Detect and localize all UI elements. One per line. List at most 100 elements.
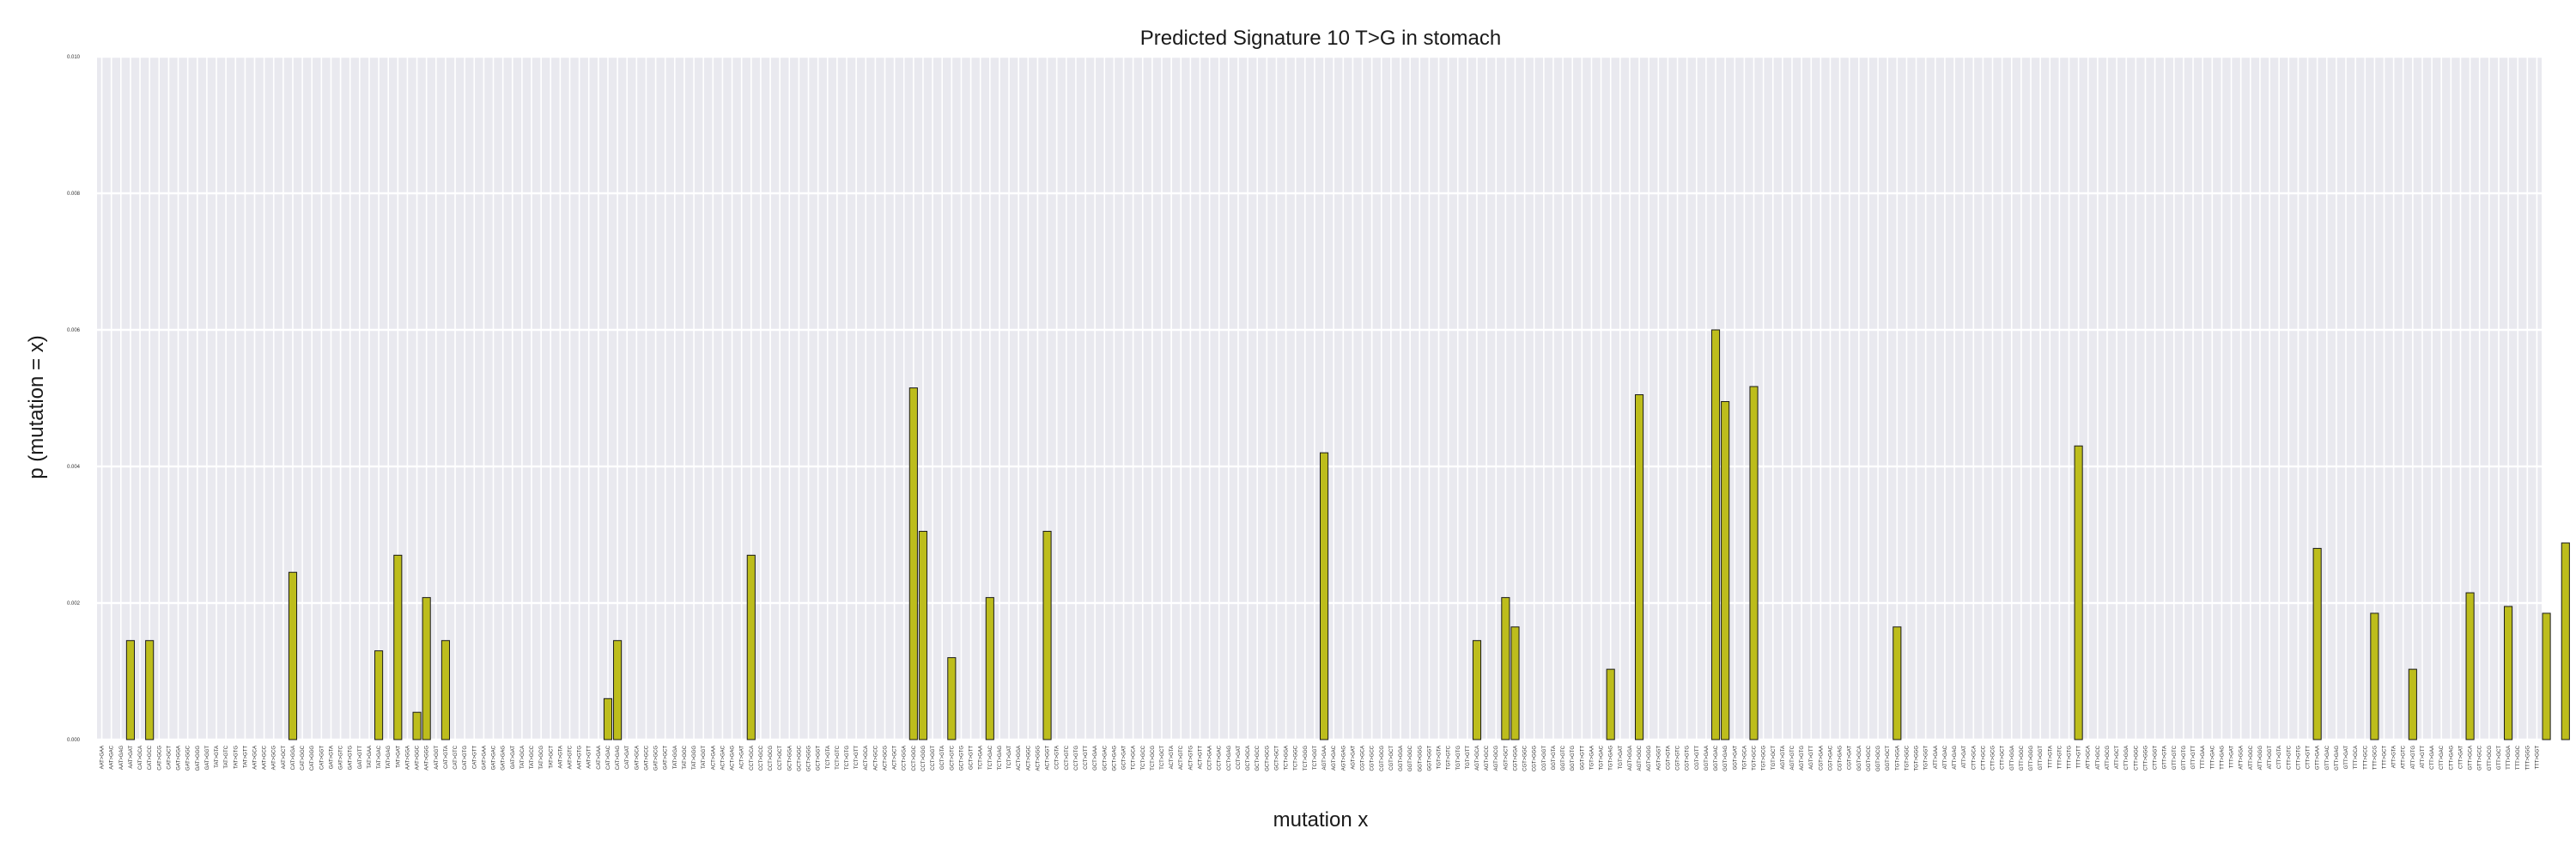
x-tick-label: CGT>GCT — [1389, 746, 1394, 771]
bar-GGT>GAC — [1710, 329, 1721, 740]
x-tick-label: TAT>GCC — [530, 745, 535, 769]
x-tick-label: CCT>GGA — [902, 746, 908, 771]
x-tick-label: CTT>GGA — [2124, 746, 2129, 771]
x-tick-label: TTT>GGC — [2516, 745, 2521, 770]
x-tick-label: GCT>GTC — [950, 745, 955, 771]
x-tick-label: AAT>GAA — [100, 746, 106, 769]
x-tick-label: TCT>GAA — [979, 746, 984, 770]
bar-TCT>GAC — [985, 597, 994, 740]
x-tick-label: GGT>GCC — [1867, 745, 1872, 771]
x-tick-label: GCT>GTT — [969, 746, 975, 771]
x-tick-label: CAT>GCT — [167, 746, 172, 770]
x-tick-label: TCT>GCG — [1151, 746, 1156, 771]
x-tick-label: TCT>GGT — [1313, 746, 1318, 771]
x-tick-label: GAT>GAG — [501, 746, 507, 771]
bar-CCT>GGG — [918, 531, 928, 740]
x-tick-label: ACT>GTA — [1170, 746, 1175, 769]
y-tick-label: 0.010 — [67, 55, 81, 60]
x-tick-label: AAT>GAC — [110, 745, 115, 769]
x-tick-label: TAT>GCG — [539, 746, 544, 770]
x-tick-label: GTT>GAT — [2344, 746, 2349, 770]
x-tick-label: CTT>GCT — [2001, 746, 2006, 770]
x-tick-label: CAT>GAG — [616, 746, 621, 771]
x-tick-label: TTT>GCC — [2363, 745, 2368, 769]
x-tick-label: AGT>GGG — [1647, 746, 1652, 771]
x-tick-label: ACT>GGT — [1046, 746, 1051, 771]
x-tick-label: ACT>GAG — [731, 746, 736, 771]
bar-TTT>GCG — [2370, 612, 2379, 740]
x-tick-label: ATT>GTA — [2392, 746, 2397, 768]
bar-CAT>GTA — [440, 640, 450, 740]
x-tick-label: CGT>GCG — [1380, 746, 1385, 771]
y-tick-label: 0.008 — [67, 192, 81, 197]
x-tick-label: GGT>GGG — [1418, 746, 1423, 772]
x-tick-label: TTT>GGA — [2506, 746, 2512, 770]
x-tick-label: AGT>GTA — [1781, 746, 1786, 770]
x-tick-label: CTT>GGC — [2134, 745, 2139, 771]
x-tick-label: ACT>GTC — [1179, 745, 1184, 770]
x-tick-label: GCT>GGC — [797, 745, 802, 771]
x-tick-label: TAT>GAT — [396, 746, 401, 768]
x-tick-label: AGT>GAA — [1322, 746, 1327, 771]
x-tick-label: GAT>GTG — [349, 746, 354, 771]
x-tick-label: ACT>GGG — [1036, 746, 1041, 771]
x-tick-label: CGT>GGA — [1513, 746, 1518, 771]
x-tick-label: TGT>GAA — [1589, 746, 1595, 770]
x-tick-label: ATT>GTG — [2411, 746, 2416, 770]
bar-undefined — [2542, 612, 2551, 740]
x-tick-label: CGT>GTT — [1695, 746, 1700, 771]
x-tick-label: ATT>GTC — [2402, 745, 2407, 769]
x-tick-label: CCT>GGT — [931, 746, 936, 771]
x-tick-label: TGT>GAC — [1600, 745, 1605, 770]
x-axis-ticks: AAT>GAA AAT>GAC AAT>GAG AAT>GAT CAT>GCA CAT>G… — [100, 745, 2541, 771]
x-tick-label: CAT>GAC — [606, 745, 611, 770]
x-tick-label: GCT>GCC — [1255, 745, 1261, 771]
bar-CCT>GCA — [746, 554, 756, 740]
x-tick-label: GTT>GAA — [2316, 746, 2321, 770]
bar-TGT>GAG — [1606, 668, 1615, 740]
x-tick-label: ATT>GGA — [2239, 746, 2245, 770]
x-tick-label: CCT>GCA — [750, 746, 755, 771]
x-tick-label: TGT>GGC — [1905, 745, 1910, 771]
x-tick-label: GTT>GCG — [2488, 746, 2493, 771]
x-tick-label: CGT>GGC — [1523, 745, 1528, 771]
x-tick-label: TTT>GTC — [2057, 745, 2063, 769]
x-tick-label: CGT>GAC — [1828, 745, 1833, 771]
x-tick-label: CGT>GTA — [1666, 746, 1671, 770]
bar-AAT>GGC — [412, 711, 422, 740]
x-tick-label: GGT>GAG — [1723, 746, 1728, 771]
x-tick-label: ATT>GCG — [2105, 746, 2111, 770]
x-tick-label: TCT>GTA — [826, 746, 831, 769]
bar-CCT>GGC — [908, 387, 918, 740]
x-tick-label: ATT>GCT — [2115, 746, 2120, 769]
x-tick-label: CCT>GTA — [1055, 746, 1060, 770]
x-tick-label: CGT>GTG — [1686, 746, 1691, 771]
x-tick-label: GGT>GAC — [1714, 745, 1719, 771]
x-tick-label: GTT>GTT — [2191, 746, 2196, 770]
x-tick-label: AGT>GGA — [1628, 746, 1633, 771]
x-tick-label: GGT>GCT — [1886, 746, 1891, 771]
x-tick-label: ACT>GAT — [740, 746, 745, 770]
x-tick-label: GGT>GCG — [1876, 746, 1881, 772]
x-tick-label: GGT>GTT — [1580, 746, 1585, 771]
x-tick-label: TAT>GTT — [243, 746, 248, 768]
x-tick-label: CTT>GCA — [1971, 746, 1977, 770]
x-tick-label: GCT>GCG — [1265, 746, 1270, 771]
x-tick-label: CCT>GTC — [1065, 745, 1070, 770]
bar-CAT>GCC — [145, 640, 155, 740]
x-tick-label: CTT>GAC — [2439, 745, 2445, 770]
x-tick-label: TCT>GGC — [1294, 745, 1299, 771]
x-tick-label: CCT>GTG — [1074, 746, 1079, 771]
x-tick-label: TTT>GGT — [2535, 746, 2540, 770]
x-tick-label: TCT>GAC — [988, 745, 993, 770]
x-tick-label: ACT>GGA — [1017, 746, 1022, 771]
x-tick-label: TGT>GCC — [1753, 745, 1758, 771]
x-tick-label: GTT>GCC — [2478, 745, 2483, 771]
x-tick-label: GTT>GAC — [2325, 745, 2330, 770]
x-tick-label: GCT>GGT — [817, 746, 822, 771]
x-tick-label: AGT>GAG — [1341, 746, 1346, 771]
x-tick-label: AAT>GGC — [416, 745, 421, 770]
x-tick-label: GAT>GCC — [644, 745, 649, 770]
x-tick-label: TGT>GCA — [1742, 746, 1747, 771]
x-tick-label: CAT>GGT — [319, 746, 325, 770]
